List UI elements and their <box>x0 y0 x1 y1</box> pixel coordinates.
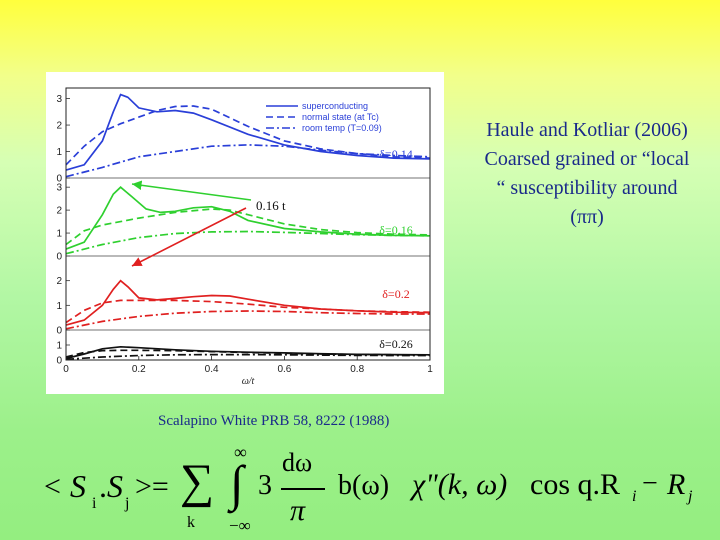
formula-sub-j: j <box>125 495 130 512</box>
formula-integral-symbol: ∫ <box>230 455 244 511</box>
y-tick-label: 2 <box>56 276 62 287</box>
x-tick-label: 0.6 <box>277 364 291 375</box>
formula-coefficient: 3 <box>258 470 272 501</box>
formula-s-j: S <box>107 468 123 504</box>
legend-entry: superconducting <box>302 101 368 111</box>
panel-label: δ=0.14 <box>379 147 412 161</box>
x-tick-label: 0.2 <box>132 364 146 375</box>
formula-bracket-right: >= <box>135 470 169 503</box>
formula-lower-limit: −∞ <box>229 516 251 535</box>
panel-1: 0 1 2 3 δ=0.14 <box>56 93 431 185</box>
panel-3: 0 1 2 δ=0.2 <box>56 276 431 337</box>
formula-denominator: π <box>290 494 306 527</box>
legend-entry: normal state (at Tc) <box>302 112 379 122</box>
formula-sum-symbol: ∑ <box>180 455 215 508</box>
series-4-dashdot <box>65 353 430 361</box>
annotation-arrow-green <box>131 180 252 201</box>
plot-frame <box>65 87 431 361</box>
y-tick-label: 1 <box>56 301 62 312</box>
x-tick-label: 0.4 <box>205 364 219 375</box>
reference-line-4: (ππ) <box>570 206 604 228</box>
y-tick-label: 2 <box>56 206 62 217</box>
formula-cos-term: cos q.R <box>530 468 620 501</box>
formula-r-sub-i: i <box>632 488 637 505</box>
x-tick-label: 1 <box>427 364 433 375</box>
y-tick-label: 3 <box>56 183 62 194</box>
formula-upper-limit: ∞ <box>234 442 247 462</box>
series-2-dashdot <box>65 230 431 255</box>
panel-4: 0 1 δ=0.26 <box>56 337 431 367</box>
x-axis-label: ω/t <box>242 376 255 387</box>
reference-line-1: Haule and Kotliar (2006) <box>486 119 688 141</box>
formula-dot: . <box>99 468 107 504</box>
citation: Scalapino White PRB 58, 8222 (1988) <box>158 413 390 429</box>
series-1-solid <box>65 93 431 171</box>
formula-r-sub-j: j <box>688 488 693 505</box>
x-tick-label: 0 <box>63 364 69 375</box>
formula-b-term: b(ω) <box>338 470 390 501</box>
panel-2: 0 1 2 3 δ=0.16 <box>56 183 431 263</box>
formula-numerator: dω <box>282 448 313 477</box>
y-tick-label: 2 <box>56 121 62 132</box>
formula-r-j: R <box>667 468 686 501</box>
series-1-dashdot <box>65 144 431 178</box>
formula-sum-index: k <box>187 514 195 531</box>
formula-minus: − <box>642 468 658 499</box>
formula-chi-term: χ"(k, ω) <box>412 468 508 501</box>
reference-line-3: “ susceptibility around <box>496 177 678 199</box>
y-tick-label: 3 <box>56 94 62 105</box>
series-1-dashed <box>65 105 431 166</box>
panel-label: δ=0.26 <box>379 337 412 351</box>
formula-bracket-left: < <box>44 470 61 503</box>
y-tick-label: 0 <box>56 326 62 337</box>
series-2-dashed <box>65 208 431 246</box>
reference-description: Haule and Kotliar (2006) Coarsed grained… <box>458 116 716 232</box>
y-tick-label: 0 <box>56 356 62 367</box>
legend-entry: room temp (T=0.09) <box>302 123 382 133</box>
series-4-dashed <box>65 349 431 358</box>
x-tick-label: 0.8 <box>350 364 364 375</box>
formula-sub-i: i <box>92 495 97 512</box>
annotation-label: 0.16 t <box>256 198 286 213</box>
series-2-solid <box>65 186 431 250</box>
formula-fraction-bar <box>281 488 325 490</box>
y-tick-label: 1 <box>56 341 62 352</box>
series-3-dashdot <box>65 310 430 330</box>
reference-line-2: Coarsed grained or “local <box>484 148 690 170</box>
formula-s-i: S <box>70 468 86 504</box>
panel-label: δ=0.2 <box>382 287 409 301</box>
arrow-layer: 0.16 t <box>131 180 286 267</box>
panel-label: δ=0.16 <box>379 223 412 237</box>
formula: < S i . S j >= ∑ k ∞ ∫ −∞ 3 dω π b(ω) χ"… <box>0 440 720 540</box>
y-tick-label: 1 <box>56 229 62 240</box>
panels-layer: 0 1 2 3 δ=0.14 0 1 2 3 δ=0.16 0 1 2 δ=0.2 0 1 δ=0.26 <box>56 93 431 367</box>
susceptibility-chart: 0 1 2 3 δ=0.14 0 1 2 3 δ=0.16 0 1 2 δ=0.2 0 1 δ=0.26 0 0.… <box>46 72 444 394</box>
y-tick-label: 1 <box>56 147 62 158</box>
y-tick-label: 0 <box>56 174 62 185</box>
frame-layer: 0 0.2 0.4 0.6 0.8 1 ω/t <box>63 87 433 387</box>
chart-svg: 0 1 2 3 δ=0.14 0 1 2 3 δ=0.16 0 1 2 δ=0.2 0 1 δ=0.26 0 0.… <box>56 87 433 387</box>
annotation-arrow-red <box>131 207 247 267</box>
y-tick-label: 0 <box>56 252 62 263</box>
